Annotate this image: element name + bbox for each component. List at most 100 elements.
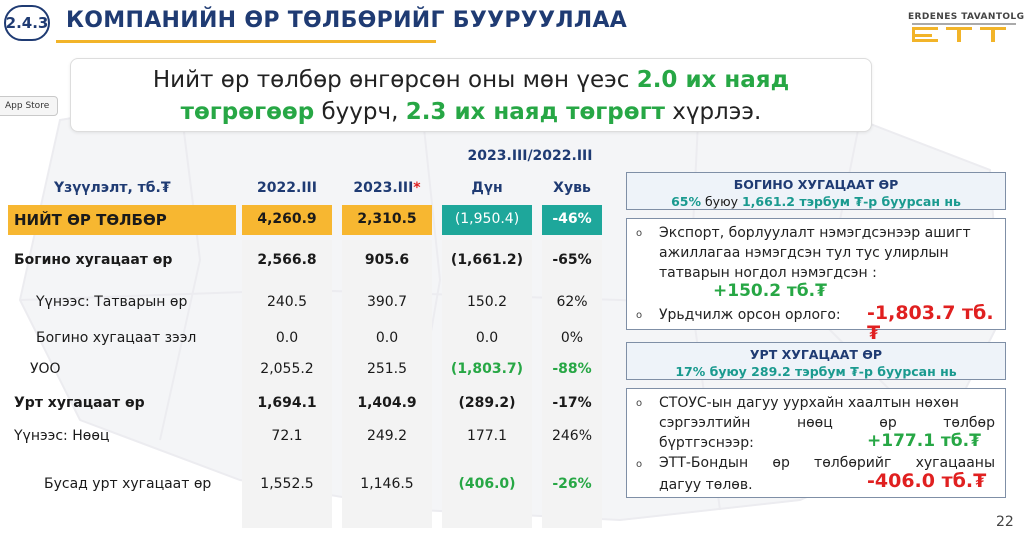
table-cell: (406.0) [458, 476, 516, 492]
table-cell: 62% [556, 294, 588, 310]
bullet-icon: o [636, 310, 643, 321]
table-cell: 2,310.5 [357, 211, 417, 227]
table-cell: (1,661.2) [450, 252, 524, 268]
long-term-item1-value: +177.1 тб.₮ [867, 431, 981, 451]
table-cell: 390.7 [366, 294, 408, 310]
long-term-pct: 17% [675, 364, 706, 379]
short-term-pct: 65% [671, 194, 701, 209]
header-pct: Хувь [553, 180, 591, 196]
table-cell: 0% [560, 330, 584, 346]
short-term-item1-line3: татварын ногдол нэмэгдсэн : [659, 265, 877, 281]
long-term-title: УРТ ХУГАЦААТ ӨР [749, 347, 883, 362]
col-bg-pct [542, 240, 602, 528]
bullet-icon: o [636, 459, 643, 470]
logo-text: ERDENES TAVANTOLGOI [908, 12, 1024, 22]
table-cell: (1,803.7) [450, 361, 524, 377]
long-term-item2-line2: дагуу төлөв. [659, 477, 753, 493]
headline-highlight1b: төгрөгөөр [180, 99, 315, 125]
headline-part2: буурч, [314, 99, 406, 125]
table-row-label: Бусад урт хугацаат өр [44, 476, 212, 492]
table-cell: 240.5 [266, 294, 308, 310]
short-term-item1-line1: Экспорт, борлуулалт нэмэгдсэнээр ашигт [659, 225, 971, 241]
slide-title: КОМПАНИЙН ӨР ТӨЛБӨРИЙГ БУУРУУЛЛАА [66, 8, 628, 33]
table-cell: 0.0 [375, 330, 399, 346]
col-bg-diff [442, 240, 532, 528]
bullet-icon: o [636, 228, 643, 239]
short-term-item2-value: -1,803.7 тб.₮ [867, 302, 994, 344]
app-store-tooltip[interactable]: App Store [0, 96, 59, 116]
table-cell: 72.1 [271, 428, 303, 444]
table-row-label: УОО [30, 361, 61, 377]
header-indicator: Үзүүлэлт, тб.₮ [54, 180, 171, 196]
table-row-label: Үүнээс: Нөөц [14, 428, 110, 444]
short-term-subtitle: 65% буюу 1,661.2 тэрбум ₮-р буурсан нь [627, 193, 1005, 210]
table-cell: 905.6 [364, 252, 410, 268]
table-cell: 1,146.5 [360, 476, 414, 492]
total-row-highlight [8, 205, 236, 235]
total-diff-box [442, 205, 532, 235]
long-term-item1-line1: СТОУС-ын дагуу уурхайн хаалтын нөхөн [659, 395, 959, 411]
short-term-title: БОГИНО ХУГАЦААТ ӨР [733, 177, 899, 192]
col-bg-2022 [242, 240, 332, 528]
period-compare-label: 2023.III/2022.III [467, 148, 593, 164]
headline-box: Нийт өр төлбөр өнгөрсөн оны мөн үеэс 2.0… [70, 58, 872, 132]
debt-table: 2023.III/2022.III Үзүүлэлт, тб.₮ 2022.II… [8, 148, 602, 528]
table-row-label: Богино хугацаат зээл [36, 330, 197, 346]
table-row-label: НИЙТ ӨР ТӨЛБӨР [14, 211, 167, 229]
total-2023-box [342, 205, 432, 235]
header-2022: 2022.III [257, 180, 317, 196]
long-term-item1-line3: бүртгэснээр: [659, 435, 754, 451]
table-cell: 1,552.5 [260, 476, 314, 492]
table-cell: 2,566.8 [257, 252, 317, 268]
table-row-label: Урт хугацаат өр [14, 395, 145, 411]
headline-highlight1: 2.0 их наяд [636, 67, 790, 93]
short-term-item1-line2: ажиллагаа нэмэгдсэн тул тус улирлын [659, 245, 949, 261]
table-cell: 0.0 [275, 330, 299, 346]
header-2023: 2023.III* [342, 180, 432, 196]
slide-header: 2.4.3 КОМПАНИЙН ӨР ТӨЛБӨРИЙГ БУУРУУЛЛАА … [0, 0, 1024, 46]
long-term-panel-body: o СТОУС-ын дагуу уурхайн хаалтын нөхөн с… [626, 388, 1006, 498]
table-cell: -88% [552, 361, 592, 377]
col-bg-2023 [342, 240, 432, 528]
table-cell: 1,694.1 [257, 395, 317, 411]
long-term-subtitle: 17% буюу 289.2 тэрбум ₮-р буурсан нь [627, 363, 1005, 380]
table-cell: 4,260.9 [257, 211, 317, 227]
logo-mark-icon [912, 23, 1016, 42]
short-term-item1-value: +150.2 тб.₮ [713, 281, 827, 301]
total-2022-box [242, 205, 332, 235]
short-term-item2-text: Урьдчилж орсон орлого: [659, 307, 841, 323]
table-cell: -17% [552, 395, 592, 411]
table-cell: 251.5 [366, 361, 408, 377]
table-cell: -46% [552, 211, 592, 227]
table-row-label: Үүнээс: Татварын өр [36, 294, 188, 310]
table-cell: (289.2) [458, 395, 516, 411]
long-term-item2-line1: ЭТТ-Бондын өр төлбөрийг хугацааны [659, 455, 995, 471]
long-term-panel-title: УРТ ХУГАЦААТ ӨР 17% буюу 289.2 тэрбум ₮-… [626, 342, 1006, 380]
table-cell: -26% [552, 476, 592, 492]
headline-highlight2: 2.3 их наяд төгрөгт [405, 99, 665, 125]
headline-part1: Нийт өр төлбөр өнгөрсөн оны мөн үеэс [152, 67, 637, 93]
header-2023-text: 2023.III [353, 180, 414, 196]
table-cell: 1,404.9 [357, 395, 417, 411]
headline-part3: хүрлээ. [664, 99, 762, 125]
header-diff: Дүн [471, 180, 503, 196]
table-cell: 0.0 [475, 330, 499, 346]
table-cell: 2,055.2 [260, 361, 314, 377]
company-logo: ERDENES TAVANTOLGOI [908, 4, 1024, 44]
short-term-panel-body: o Экспорт, борлуулалт нэмэгдсэнээр ашигт… [626, 218, 1006, 343]
table-cell: -65% [552, 252, 592, 268]
header-2023-mark: * [413, 180, 421, 196]
long-term-item2-value: -406.0 тб.₮ [867, 470, 987, 492]
short-term-mid: буюу [701, 194, 742, 209]
section-number-badge: 2.4.3 [4, 5, 50, 41]
long-term-mid: буюу [705, 364, 752, 379]
table-cell: 249.2 [366, 428, 408, 444]
page-number: 22 [996, 514, 1014, 530]
table-row-label: Богино хугацаат өр [14, 252, 173, 268]
total-pct-box [542, 205, 602, 235]
table-cell: 177.1 [466, 428, 508, 444]
table-cell: (1,950.4) [454, 211, 520, 227]
short-term-panel-title: БОГИНО ХУГАЦААТ ӨР 65% буюу 1,661.2 тэрб… [626, 172, 1006, 210]
title-underline [56, 40, 436, 43]
long-term-amount: 289.2 тэрбум ₮-р буурсан нь [751, 364, 957, 379]
